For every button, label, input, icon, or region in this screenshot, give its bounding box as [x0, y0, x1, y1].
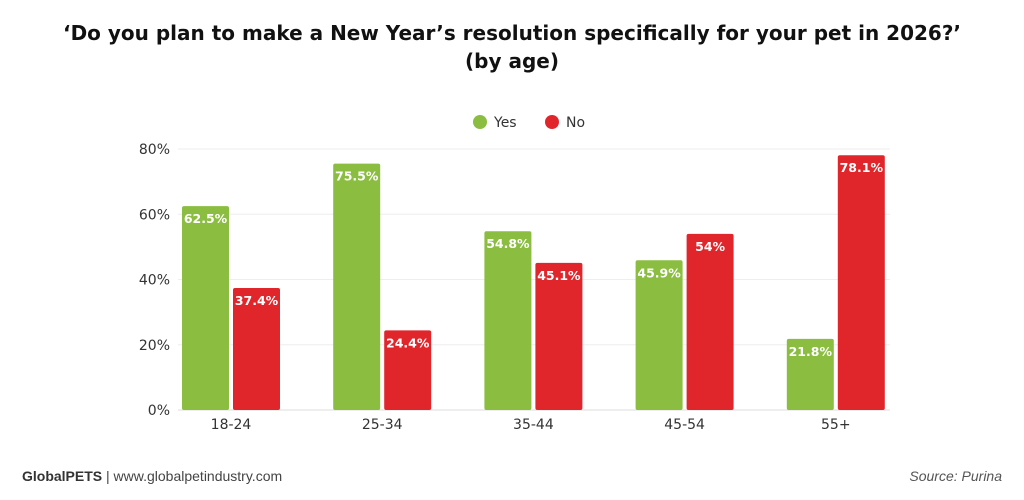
data-label: 37.4%: [235, 293, 279, 308]
bar-yes-55+[interactable]: [786, 338, 834, 410]
brand-name: GlobalPETS: [22, 468, 103, 484]
bar-no-18-24[interactable]: [233, 287, 280, 410]
data-label: 24.4%: [386, 335, 430, 350]
data-label: 62.5%: [184, 211, 228, 226]
data-label: 45.9%: [637, 265, 681, 280]
legend-label-yes[interactable]: Yes: [493, 115, 517, 131]
source-note: Source: Purina: [909, 468, 1002, 484]
data-label: 45.1%: [537, 268, 581, 283]
y-tick-label: 0%: [148, 403, 170, 419]
bar-yes-35-44[interactable]: [484, 231, 532, 410]
separator: |: [102, 468, 114, 484]
data-label: 54%: [695, 239, 725, 254]
chart-subtitle: (by age): [465, 49, 559, 73]
bar-yes-18-24[interactable]: [182, 206, 229, 410]
y-tick-label: 60%: [139, 207, 170, 223]
x-tick-label: 45-54: [664, 417, 705, 433]
x-tick-label: 25-34: [362, 417, 403, 433]
x-tick-label: 55+: [821, 417, 851, 433]
footer-credit: GlobalPETS | www.globalpetindustry.com: [22, 468, 282, 484]
y-tick-label: 80%: [139, 142, 170, 158]
data-label: 75.5%: [335, 169, 379, 184]
y-tick-label: 20%: [139, 338, 170, 354]
x-tick-label: 18-24: [211, 417, 252, 433]
legend-marker-yes: [473, 115, 487, 129]
website-link[interactable]: www.globalpetindustry.com: [113, 468, 283, 484]
bar-no-25-34[interactable]: [384, 330, 432, 410]
bar-no-35-44[interactable]: [535, 262, 583, 410]
bar-yes-45-54[interactable]: [635, 260, 683, 410]
x-tick-label: 35-44: [513, 417, 554, 433]
bar-yes-25-34[interactable]: [333, 163, 381, 410]
data-label: 78.1%: [840, 160, 884, 175]
chart-title: ‘Do you plan to make a New Year’s resolu…: [62, 21, 962, 45]
bar-no-55+[interactable]: [837, 155, 885, 410]
y-tick-label: 40%: [139, 273, 170, 289]
bar-no-45-54[interactable]: [686, 233, 734, 410]
legend-marker-no: [545, 115, 559, 129]
data-label: 54.8%: [486, 236, 530, 251]
data-label: 21.8%: [789, 344, 833, 359]
legend-label-no[interactable]: No: [566, 115, 585, 131]
bar-chart: 0% 20% 40% 60% 80% Yes No 18-24 62.5% 37.4% 25-34 7…: [139, 115, 890, 433]
